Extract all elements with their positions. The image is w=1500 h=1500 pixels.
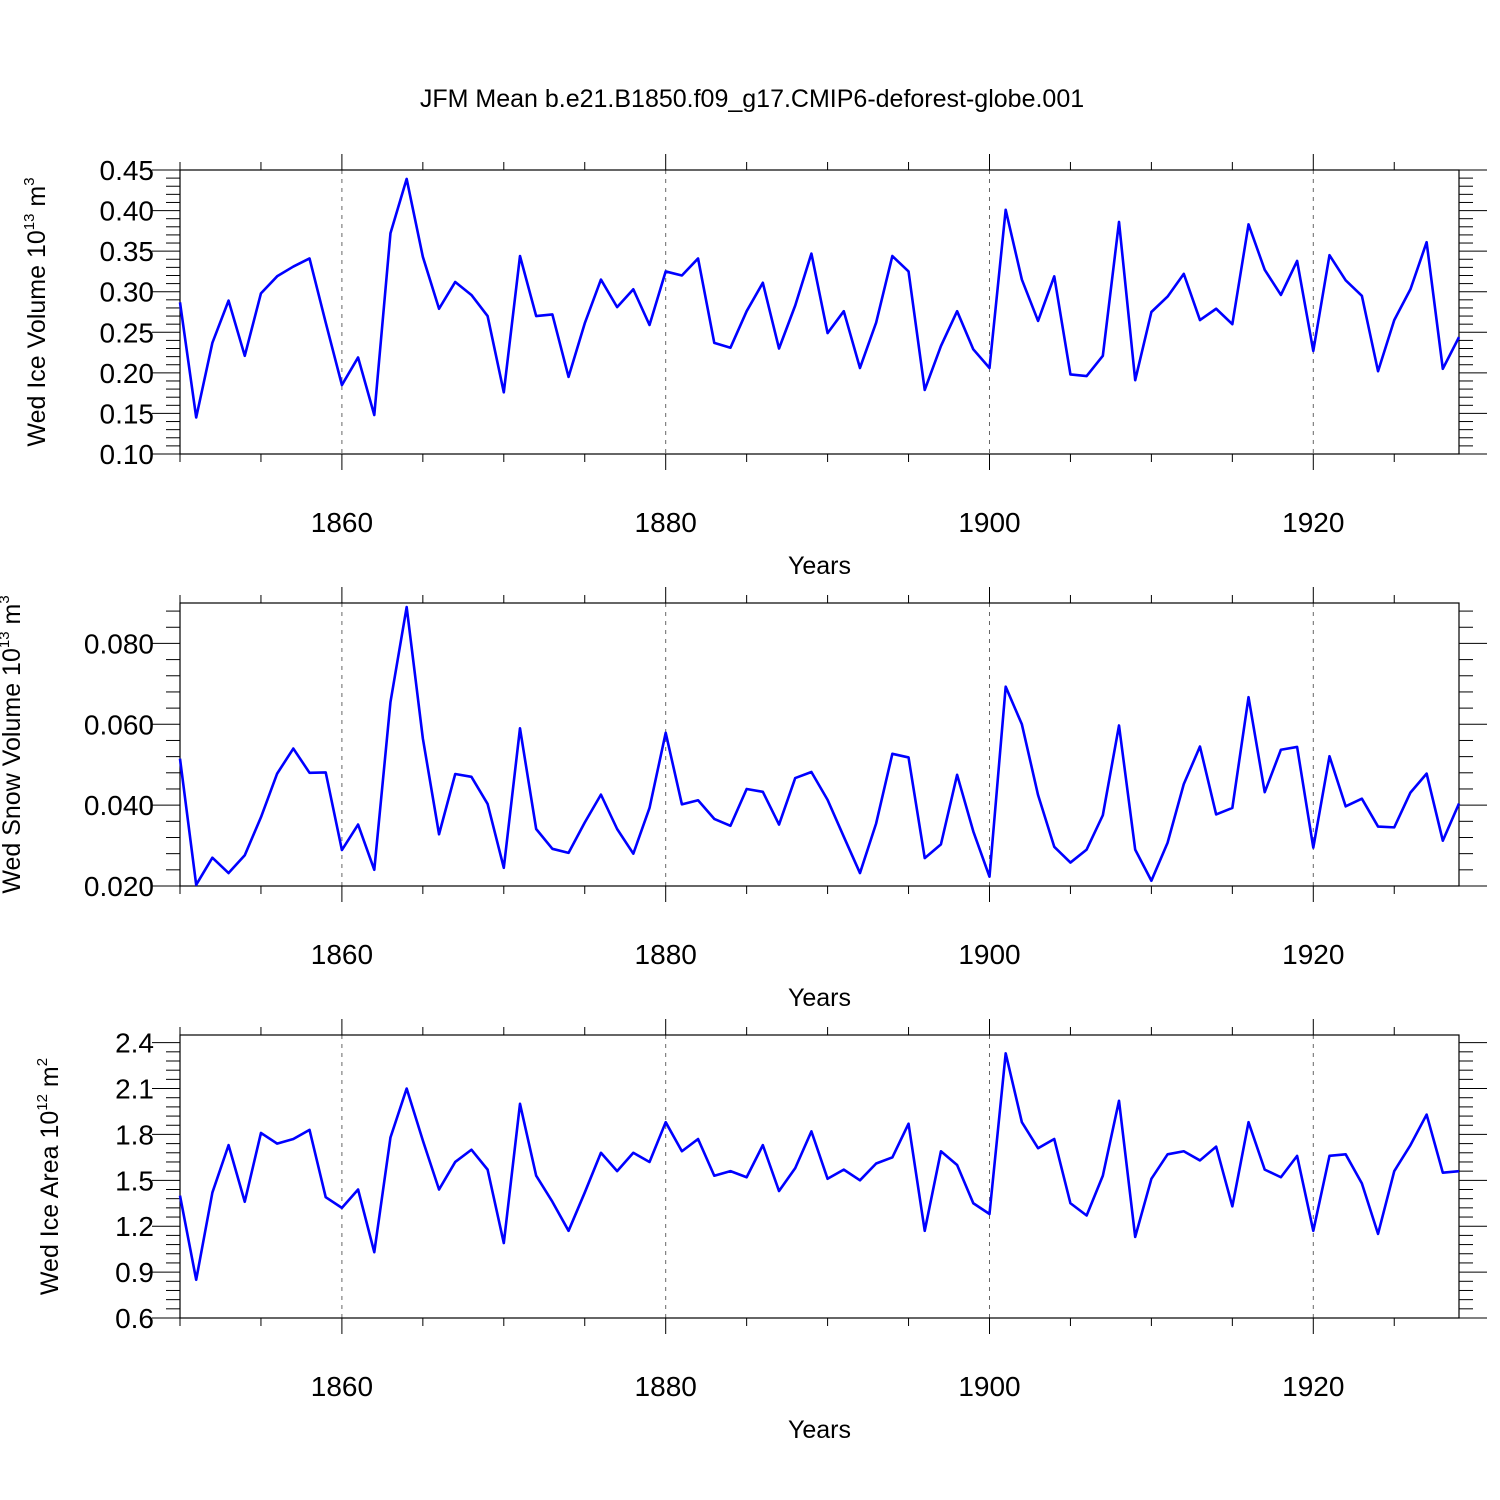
y-axis-label-unit-exponent: 3 — [21, 177, 38, 185]
x-tick-label: 1920 — [1282, 507, 1344, 538]
panel-3: 1860 1880 1900 1920 0.6 0.9 1.2 1.5 1.8 2.1 2.4 Yea… — [34, 1019, 1487, 1444]
y-tick-label: 1.8 — [115, 1119, 154, 1150]
y-tick-label: 0.20 — [100, 358, 155, 389]
y-tick-label: 0.060 — [84, 709, 154, 740]
x-tick-label: 1900 — [958, 1371, 1020, 1402]
figure-title: JFM Mean b.e21.B1850.f09_g17.CMIP6-defor… — [420, 85, 1084, 113]
y-tick-label: 2.4 — [115, 1028, 154, 1059]
y-tick-label: 0.15 — [100, 398, 155, 429]
y-axis-label-exponent: 13 — [0, 631, 13, 648]
x-tick-label: 1880 — [635, 507, 697, 538]
plot-frame — [179, 169, 1460, 455]
x-axis-label: Years — [788, 984, 851, 1012]
x-tick-label: 1920 — [1282, 939, 1344, 970]
panel-1: 1860 1880 1900 1920 0.10 0.15 0.20 0.25 0.30 0.35… — [21, 154, 1487, 580]
series-line-1 — [178, 177, 1461, 419]
y-tick-label: 1.5 — [115, 1165, 154, 1196]
x-tick-label: 1880 — [635, 939, 697, 970]
y-tick-label: 2.1 — [115, 1074, 154, 1105]
y-axis-label-unit-exponent: 2 — [34, 1058, 51, 1066]
y-axis-label-main: Wed Ice Area 10 — [36, 1111, 64, 1295]
y-axis-label-unit: m — [23, 186, 51, 214]
y-tick-label: 0.30 — [100, 277, 155, 308]
y-tick-label: 0.25 — [100, 317, 155, 348]
series-line-3 — [178, 1052, 1460, 1282]
y-tick-label: 0.6 — [115, 1303, 154, 1334]
y-tick-label: 0.080 — [84, 628, 154, 659]
x-tick-label: 1880 — [635, 1371, 697, 1402]
y-tick-label: 0.020 — [84, 871, 154, 902]
x-tick-label: 1860 — [311, 939, 373, 970]
y-tick-label: 0.40 — [100, 196, 155, 227]
x-axis-label: Years — [788, 1416, 851, 1444]
panels: 1860 1880 1900 1920 0.10 0.15 0.20 0.25 0.30 0.35… — [0, 154, 1487, 1444]
x-tick-label: 1860 — [311, 507, 373, 538]
y-axis-label-unit: m — [0, 604, 26, 632]
y-axis-label: Wed Ice Area 1012 m2 — [34, 1058, 64, 1295]
y-tick-label: 0.45 — [100, 155, 155, 186]
plot-frame — [179, 602, 1460, 887]
x-tick-label: 1920 — [1282, 1371, 1344, 1402]
y-axis-label-main: Wed Snow Volume 10 — [0, 648, 26, 894]
y-tick-label: 1.2 — [115, 1211, 154, 1242]
y-axis-label: Wed Ice Volume 1013 m3 — [21, 177, 51, 446]
y-axis-label-exponent: 12 — [34, 1094, 51, 1111]
y-axis-label-main: Wed Ice Volume 10 — [23, 230, 51, 446]
y-tick-label: 0.9 — [115, 1257, 154, 1288]
y-axis-label-unit: m — [36, 1066, 64, 1094]
y-tick-label: 0.040 — [84, 790, 154, 821]
panel-2: 1860 1880 1900 1920 0.020 0.040 0.060 0.080 Year… — [0, 587, 1487, 1012]
plot-frame — [179, 1034, 1460, 1319]
x-tick-label: 1900 — [958, 507, 1020, 538]
y-axis-label-exponent: 13 — [21, 214, 38, 231]
series-line-2 — [178, 605, 1461, 887]
y-tick-label: 0.35 — [100, 236, 155, 267]
y-tick-label: 0.10 — [100, 439, 155, 470]
y-axis-label: Wed Snow Volume 1013 m3 — [0, 595, 26, 893]
x-tick-label: 1900 — [958, 939, 1020, 970]
x-tick-label: 1860 — [311, 1371, 373, 1402]
x-axis-label: Years — [788, 552, 851, 580]
y-axis-label-unit-exponent: 3 — [0, 595, 13, 603]
